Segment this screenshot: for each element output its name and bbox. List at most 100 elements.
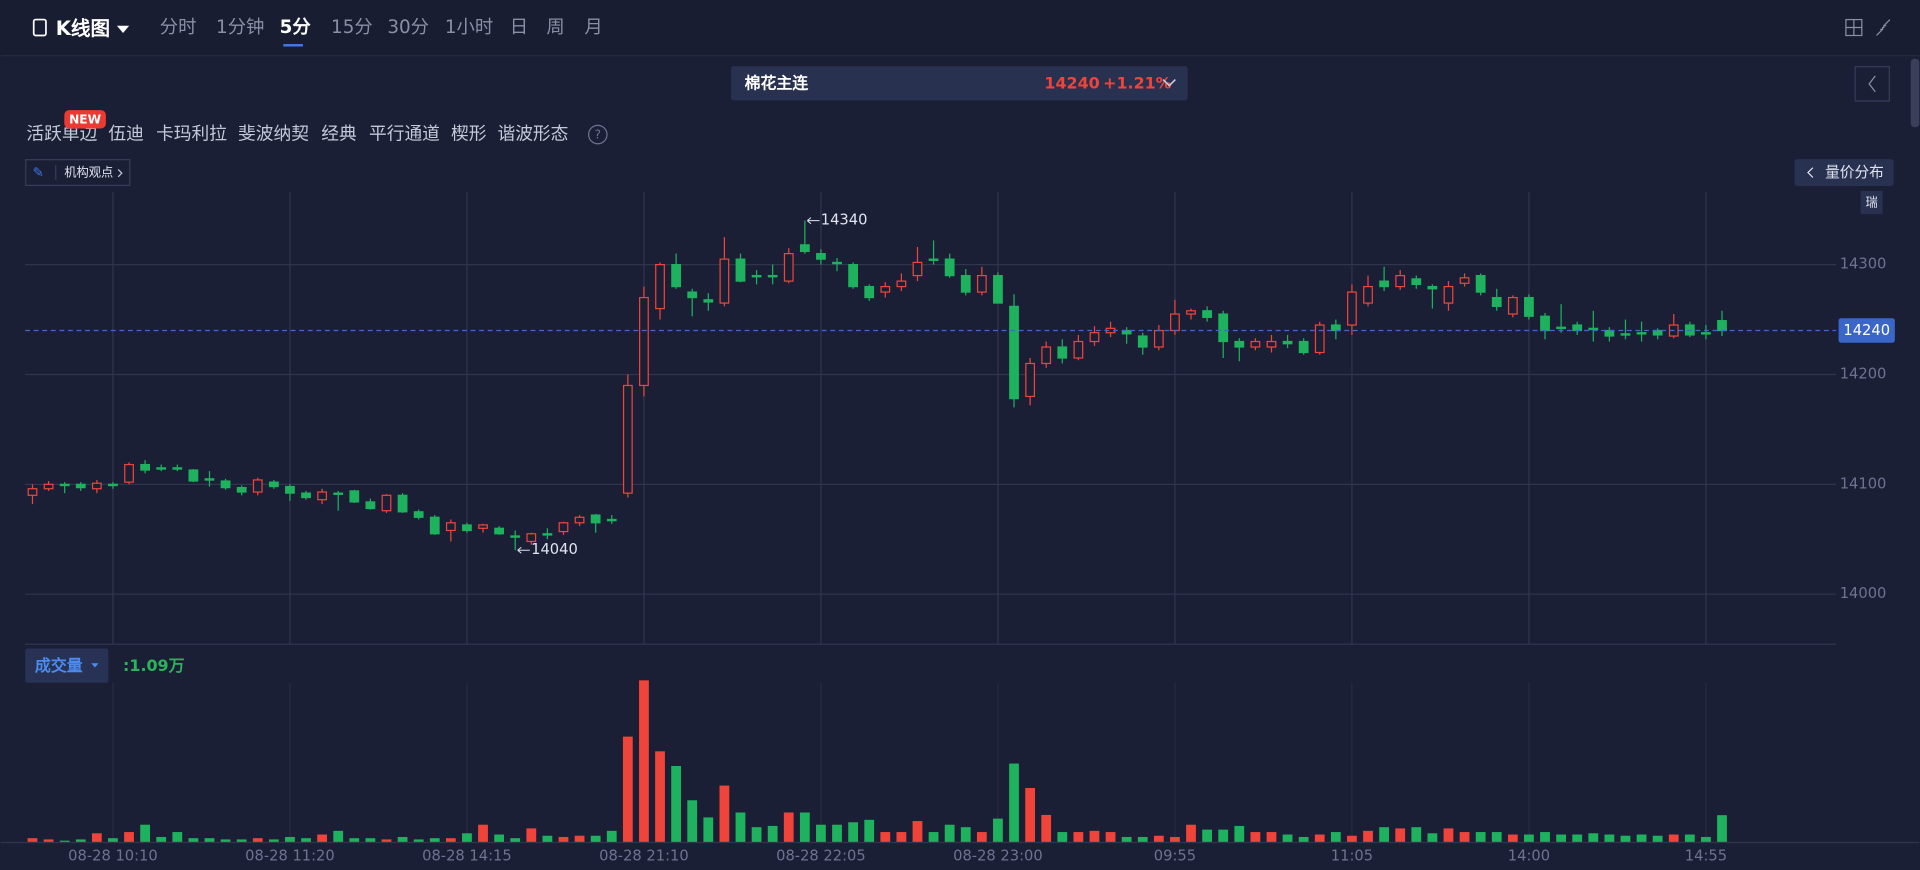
volume-bar: [1491, 832, 1502, 842]
volume-bar: [108, 838, 118, 842]
candle-body: [1636, 332, 1647, 335]
tool-item[interactable]: 经典: [321, 124, 357, 145]
volume-dropdown[interactable]: [91, 663, 99, 668]
candle-body: [960, 274, 971, 293]
candle-body: [1572, 324, 1583, 332]
candle-body: [976, 274, 987, 293]
symbol-chevron[interactable]: [1162, 78, 1176, 87]
candle-body: [1137, 335, 1148, 348]
tool-item[interactable]: 斐波纳契: [238, 124, 309, 145]
last-price-tag: [1838, 318, 1895, 343]
volume-bar: [317, 834, 328, 842]
tool-item[interactable]: 楔形: [451, 124, 487, 145]
volume-bar: [140, 824, 151, 842]
volume-bar: [671, 765, 682, 842]
volume-bar: [1347, 835, 1357, 842]
period-tab[interactable]: 1小时: [445, 17, 493, 38]
volume-bar: [1717, 815, 1727, 842]
period-tab[interactable]: 分时: [160, 17, 197, 38]
side-tag-text: 瑞: [1865, 196, 1877, 210]
candle-body: [204, 478, 215, 481]
volume-bar: [1314, 834, 1325, 842]
tool-item[interactable]: 伍迪: [108, 124, 144, 145]
candle-body: [462, 524, 472, 532]
candle-body: [397, 494, 408, 513]
volume-bar: [236, 839, 247, 842]
volume-bar: [1073, 832, 1084, 842]
tool-item[interactable]: 平行通道: [369, 124, 440, 145]
volume-bar: [1170, 836, 1180, 842]
candle-body: [1652, 329, 1663, 336]
dropdown-arrow[interactable]: [116, 25, 130, 34]
candle-body: [333, 492, 344, 495]
help-text: ?: [595, 128, 602, 142]
volume-bar: [1379, 827, 1390, 842]
volume-bar: [1025, 788, 1036, 842]
candle-body: [59, 483, 70, 487]
volume-bar: [1507, 834, 1518, 842]
volume-bar: [864, 819, 875, 842]
candle-body: [1379, 280, 1390, 288]
volume-bar: [188, 838, 199, 842]
volume-bar: [832, 824, 842, 842]
candle-body: [268, 481, 279, 488]
period-tab[interactable]: 日: [510, 17, 528, 38]
symbol-price: 14240: [1044, 73, 1099, 92]
volume-bar: [1427, 833, 1438, 842]
tool-item[interactable]: 卡玛利拉: [156, 124, 227, 145]
candle-body: [655, 264, 665, 310]
side-toggle[interactable]: [1854, 66, 1890, 102]
volume-bar: [912, 821, 923, 842]
candle-body: [285, 485, 295, 494]
opinion-button[interactable]: [25, 159, 131, 186]
volume-bar: [220, 839, 231, 842]
candle-body: [703, 299, 714, 303]
volume-bar: [381, 839, 392, 842]
chart-kind[interactable]: K线图: [56, 17, 110, 40]
candle-body: [558, 522, 569, 533]
volume-bar: [622, 736, 633, 842]
tool-item[interactable]: 谐波形态: [497, 124, 568, 145]
candle-body: [1540, 315, 1550, 332]
period-tab[interactable]: 15分: [331, 17, 373, 38]
candle-body: [445, 522, 456, 532]
side-tag[interactable]: [1860, 190, 1883, 215]
candle-body: [1170, 313, 1180, 332]
candle-body: [848, 264, 859, 288]
candle-body: [1330, 324, 1341, 332]
period-tab[interactable]: 30分: [387, 17, 429, 38]
volume-bar: [1363, 830, 1373, 842]
candle-body: [1186, 310, 1196, 315]
candle-body: [349, 490, 360, 503]
period-tab[interactable]: 周: [546, 17, 564, 38]
candle-body: [1588, 327, 1599, 331]
new-badge: [64, 110, 106, 129]
candle-body: [75, 483, 86, 489]
candle-body: [1218, 313, 1229, 343]
volume-title-box[interactable]: [25, 648, 109, 683]
tool-item[interactable]: 活跃单边: [26, 124, 97, 145]
volume-readout: :1.09万: [123, 656, 185, 675]
profile-button[interactable]: [1794, 159, 1894, 186]
period-tab[interactable]: 1分钟: [216, 17, 264, 38]
x-tick-label: 08-28 11:20: [245, 848, 335, 865]
candle-body: [751, 274, 762, 278]
candle-body: [91, 482, 102, 490]
volume-bar: [510, 838, 521, 842]
period-tab[interactable]: 5分: [280, 17, 312, 38]
collapse-icon[interactable]: [1876, 19, 1891, 36]
period-tab[interactable]: 月: [584, 17, 602, 38]
layout-icon: [1845, 19, 1862, 36]
candle-body: [1491, 296, 1502, 307]
candle-body: [1073, 340, 1084, 359]
candle-body: [719, 258, 730, 304]
candle-body: [108, 483, 118, 487]
help-icon[interactable]: [588, 124, 608, 145]
symbol-box[interactable]: [731, 66, 1188, 101]
volume-bar: [75, 839, 86, 842]
candle-body: [880, 285, 891, 293]
candle-body: [1234, 340, 1245, 348]
volume-bar: [333, 830, 344, 842]
volume-bar: [1652, 835, 1663, 842]
